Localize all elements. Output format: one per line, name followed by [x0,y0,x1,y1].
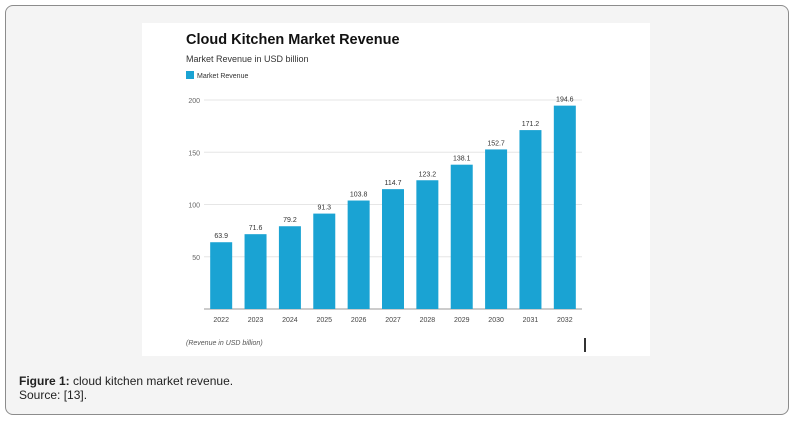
data-label: 123.2 [419,171,437,178]
data-label: 79.2 [283,217,297,224]
y-tick-label: 200 [188,98,200,105]
data-label: 138.1 [453,156,471,163]
bar [278,226,301,309]
data-label: 152.7 [487,140,505,147]
chart-title: Cloud Kitchen Market Revenue [186,32,400,48]
data-label: 114.7 [385,180,402,187]
x-tick-label: 2028 [420,317,436,324]
x-tick-label: 2027 [385,317,401,324]
x-tick-label: 2025 [316,317,332,324]
bar [210,242,233,309]
bar [519,130,542,309]
data-label: 71.6 [249,225,263,232]
y-tick-label: 100 [188,203,200,210]
data-label: 171.2 [522,121,540,128]
bar [347,200,370,309]
data-label: 194.6 [556,97,574,104]
x-tick-label: 2022 [213,317,229,324]
bar [416,180,439,309]
chart-footnote: (Revenue in USD billion) [186,340,263,347]
figure-caption: Figure 1: cloud kitchen market revenue. … [19,374,233,402]
bar [313,213,336,309]
x-tick-label: 2026 [351,317,367,324]
bar-chart: Cloud Kitchen Market Revenue Market Reve… [186,32,582,347]
x-tick-label: 2029 [454,317,470,324]
bar [553,105,576,309]
x-tick-label: 2023 [248,317,264,324]
chart-subtitle: Market Revenue in USD billion [186,54,309,64]
x-tick-label: 2031 [523,317,539,324]
data-label: 91.3 [317,205,331,212]
caption-text: cloud kitchen market revenue. [69,374,234,388]
data-label: 63.9 [214,233,228,240]
bar [450,164,473,309]
bar [382,189,404,309]
bar [244,234,267,309]
x-tick-label: 2024 [282,317,298,324]
legend-label: Market Revenue [197,73,248,80]
legend-swatch [186,71,194,79]
x-tick-label: 2030 [488,317,504,324]
text-cursor-mark [584,338,586,352]
x-tick-label: 2032 [557,317,573,324]
caption-lead: Figure 1: [19,374,70,388]
y-tick-label: 50 [192,255,200,262]
data-label: 103.8 [350,192,368,199]
chart-card: Cloud Kitchen Market Revenue Market Reve… [142,23,650,356]
caption-source: Source: [13]. [19,388,88,402]
bar [485,149,508,309]
y-tick-label: 150 [188,150,200,157]
